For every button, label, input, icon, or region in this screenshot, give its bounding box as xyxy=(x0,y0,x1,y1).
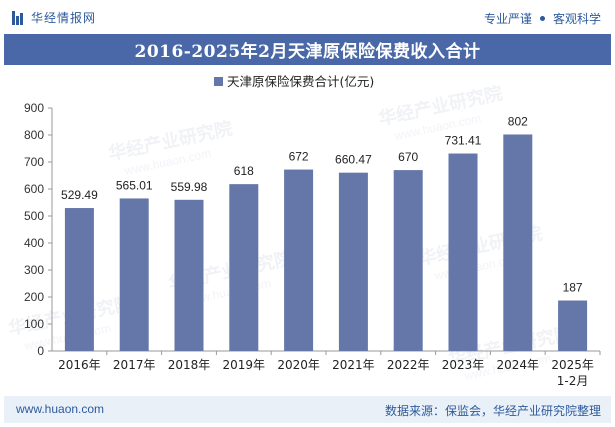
x-tick-label: 2016年 xyxy=(58,358,101,372)
header-bar: 华经情报网 专业严谨 客观科学 xyxy=(0,0,615,34)
x-tick-label: 2022年 xyxy=(387,358,430,372)
bar xyxy=(174,199,204,351)
footer-bar: www.huaon.com 数据来源：保监会，华经产业研究院整理 xyxy=(4,396,611,423)
y-tick-label: 100 xyxy=(24,317,44,331)
y-tick-label: 300 xyxy=(24,263,44,277)
bar xyxy=(338,172,368,351)
data-label: 672 xyxy=(289,150,309,164)
bar xyxy=(558,300,588,351)
legend-swatch xyxy=(214,77,223,86)
data-label: 559.98 xyxy=(171,180,208,194)
x-tick-label: 2019年 xyxy=(223,358,266,372)
data-label: 529.49 xyxy=(61,188,98,202)
x-tick-label: 2024年 xyxy=(497,358,540,372)
dot-separator-icon xyxy=(539,16,545,21)
y-tick-label: 900 xyxy=(24,101,44,115)
x-tick-label: 2025年 1-2月 xyxy=(551,358,594,388)
bar xyxy=(284,169,314,351)
y-tick-label: 600 xyxy=(24,182,44,196)
brand-name: 华经情报网 xyxy=(31,11,97,25)
chart-title: 2016-2025年2月天津原保险保费收入合计 xyxy=(134,42,481,62)
y-tick-label: 200 xyxy=(24,290,44,304)
x-tick-label: 2018年 xyxy=(168,358,211,372)
data-label: 670 xyxy=(398,150,418,164)
data-label: 618 xyxy=(234,164,254,178)
bar xyxy=(229,184,259,351)
bar xyxy=(503,134,533,351)
data-label: 660.47 xyxy=(335,153,372,167)
tagline-left: 专业严谨 xyxy=(483,12,532,26)
bar xyxy=(448,153,478,351)
bar xyxy=(393,170,423,351)
bar-chart: 华经产业研究院www.huaon.com华经产业研究院www.huaon.com… xyxy=(6,74,601,388)
x-tick-label: 2021年 xyxy=(332,358,375,372)
tagline: 专业严谨 客观科学 xyxy=(484,10,601,27)
y-tick-label: 800 xyxy=(24,128,44,142)
chart-area: 华经产业研究院 www.huaon.com 华经产业研究院 www.huaon.com… xyxy=(0,65,615,395)
y-tick-label: 0 xyxy=(37,344,44,358)
x-tick-label: 2017年 xyxy=(113,358,156,372)
y-tick-label: 400 xyxy=(24,236,44,250)
data-label: 731.41 xyxy=(445,134,482,148)
bar xyxy=(119,198,149,351)
data-label: 187 xyxy=(563,281,583,295)
data-label: 802 xyxy=(508,114,528,128)
footer-source: 数据来源：保监会，华经产业研究院整理 xyxy=(384,404,601,418)
brand-logo-icon xyxy=(12,10,24,25)
x-tick-label: 2020年 xyxy=(277,358,320,372)
brand[interactable]: 华经情报网 xyxy=(12,9,96,26)
y-tick-label: 500 xyxy=(24,209,44,223)
legend: 天津原保险保费合计(亿元) xyxy=(214,74,374,89)
legend-label: 天津原保险保费合计(亿元) xyxy=(227,74,374,89)
data-label: 565.01 xyxy=(116,178,153,192)
footer-url[interactable]: www.huaon.com xyxy=(16,402,105,416)
x-tick-label: 2023年 xyxy=(442,358,485,372)
bar xyxy=(64,208,94,351)
tagline-right: 客观科学 xyxy=(552,12,601,26)
y-tick-label: 700 xyxy=(24,155,44,169)
chart-title-bar: 2016-2025年2月天津原保险保费收入合计 xyxy=(4,34,611,65)
